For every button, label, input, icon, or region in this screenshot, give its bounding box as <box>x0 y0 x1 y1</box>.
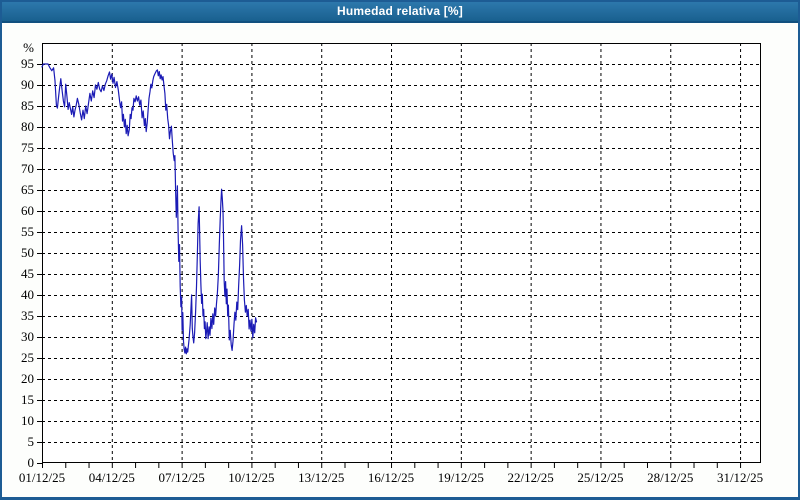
y-tick-label: 20 <box>21 371 34 386</box>
y-tick-label: 75 <box>21 140 34 155</box>
y-tick-label: 30 <box>21 329 34 344</box>
x-tick-label: 28/12/25 <box>647 470 693 485</box>
y-tick-label: 35 <box>21 308 34 323</box>
y-tick-label: 60 <box>21 203 34 218</box>
x-tick-label: 31/12/25 <box>717 470 763 485</box>
y-tick-label: 15 <box>21 392 34 407</box>
title-bar: Humedad relativa [%] <box>2 2 798 23</box>
y-tick-label: 10 <box>21 413 34 428</box>
plot-border <box>42 43 761 463</box>
y-tick-label: 80 <box>21 119 34 134</box>
x-tick-label: 01/12/25 <box>19 470 65 485</box>
x-tick-label: 22/12/25 <box>508 470 554 485</box>
x-tick-label: 16/12/25 <box>368 470 414 485</box>
y-tick-label: 40 <box>21 287 34 302</box>
humidity-series-line <box>41 63 258 355</box>
x-tick-label: 19/12/25 <box>438 470 484 485</box>
y-tick-label: 55 <box>21 224 34 239</box>
y-tick-label: 5 <box>28 434 35 449</box>
x-axis-labels: 01/12/25 04/12/25 07/12/25 10/12/25 13/12/25… <box>19 470 763 485</box>
x-tick-label: 07/12/25 <box>158 470 204 485</box>
y-unit-label: % <box>23 40 34 55</box>
y-tick-label: 90 <box>21 77 34 92</box>
x-tick-label: 04/12/25 <box>89 470 135 485</box>
y-tick-label: 25 <box>21 350 34 365</box>
x-tick-label: 10/12/25 <box>228 470 274 485</box>
y-tick-label: 95 <box>21 56 34 71</box>
y-tick-label: 65 <box>21 182 34 197</box>
x-tick-label: 25/12/25 <box>577 470 623 485</box>
y-ticks <box>37 64 42 464</box>
y-axis-labels: 0 5 10 15 20 25 30 35 40 45 50 55 60 65 70 75 80 85 90 95 <box>21 56 34 470</box>
y-tick-label: 45 <box>21 266 34 281</box>
chart-title: Humedad relativa [%] <box>336 4 464 18</box>
y-tick-label: 85 <box>21 98 34 113</box>
y-tick-label: 0 <box>28 455 35 470</box>
x-gridlines <box>111 43 742 463</box>
x-tick-label: 13/12/25 <box>298 470 344 485</box>
y-tick-label: 50 <box>21 245 34 260</box>
plot-background <box>42 43 761 463</box>
x-minor-ticks <box>42 463 742 468</box>
y-tick-label: 70 <box>21 161 34 176</box>
